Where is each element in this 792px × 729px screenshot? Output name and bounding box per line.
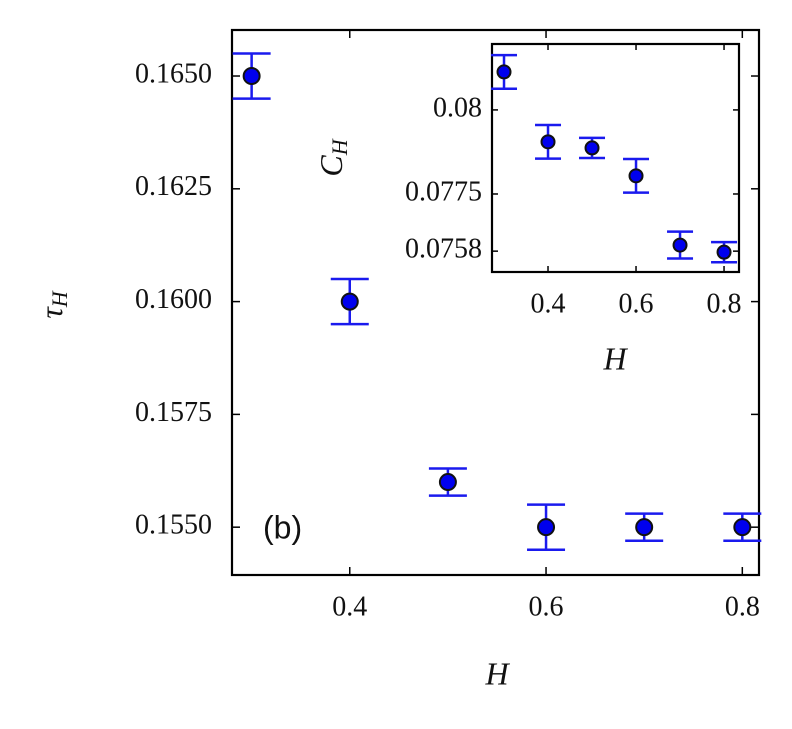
y-axis-label: τH: [33, 290, 72, 318]
x-tick-label: 0.8: [707, 288, 742, 319]
y-axis-label-sub: H: [327, 138, 352, 156]
point: [635, 518, 654, 537]
x-tick-label: 0.6: [529, 591, 564, 622]
point: [340, 292, 359, 311]
point: [540, 134, 556, 150]
y-tick-label: 0.1600: [135, 284, 212, 315]
point: [628, 168, 644, 184]
y-axis-label-base: τ: [33, 306, 69, 319]
point: [242, 67, 261, 86]
y-tick-label: 0.0758: [405, 234, 482, 265]
x-tick-label: 0.4: [332, 591, 367, 622]
point: [584, 140, 600, 156]
y-tick-label: 0.1625: [135, 171, 212, 202]
point: [672, 237, 688, 253]
point: [438, 473, 457, 492]
x-tick-label: 0.4: [531, 288, 566, 319]
y-axis-label-base: C: [313, 155, 349, 177]
point: [733, 518, 752, 537]
y-tick-label: 0.0775: [405, 176, 482, 207]
y-tick-label: 0.1650: [135, 58, 212, 89]
plot-frame: [490, 42, 741, 274]
x-tick-label: 0.8: [725, 591, 760, 622]
annotation: (b): [263, 509, 302, 545]
point: [537, 518, 556, 537]
point: [496, 64, 512, 80]
y-axis-label-sub: H: [47, 290, 72, 308]
point: [716, 244, 732, 260]
x-axis-label: H: [602, 340, 628, 376]
y-tick-label: 0.1550: [135, 510, 212, 541]
y-tick-label: 0.08: [433, 92, 482, 123]
x-tick-label: 0.6: [619, 288, 654, 319]
y-axis-label: CH: [313, 138, 352, 176]
y-tick-label: 0.1575: [135, 397, 212, 428]
x-axis-label: H: [484, 655, 510, 691]
